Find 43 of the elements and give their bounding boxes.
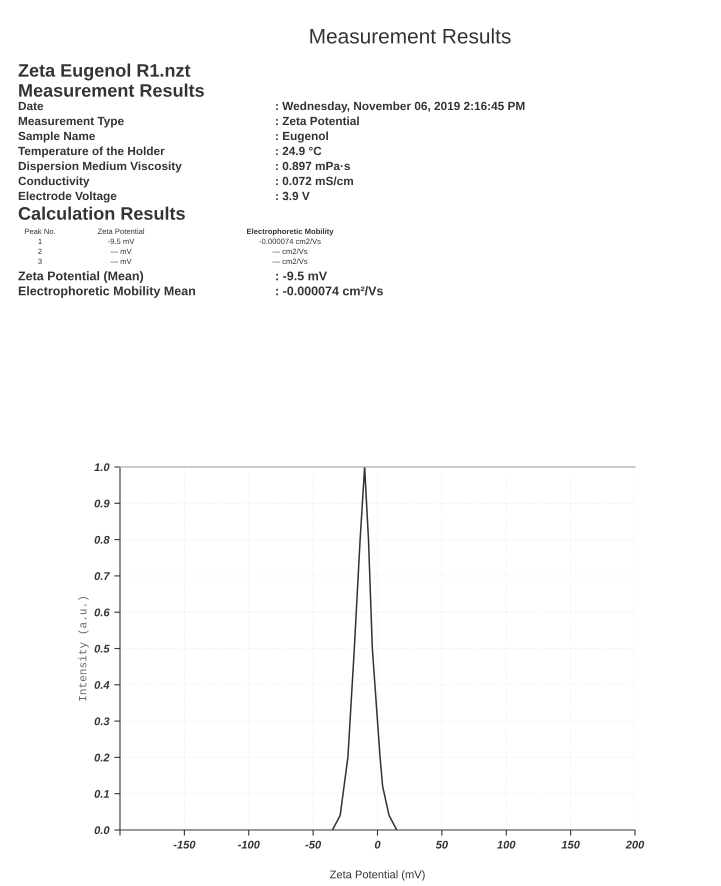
text: : 24.9 °C xyxy=(276,146,322,156)
text: Date xyxy=(18,102,44,110)
y-tick-label: 0.0 xyxy=(94,826,110,834)
x-tick-label: 0 xyxy=(374,840,380,849)
text: Measurement Type xyxy=(18,116,124,128)
text: : 0.897 mPa·s xyxy=(276,162,350,170)
x-tick-label: -150 xyxy=(174,840,196,849)
y-tick-label: 0.9 xyxy=(94,500,110,508)
text: : -0.000074 cm²/Vs xyxy=(276,286,383,296)
text: Measurement Results xyxy=(19,84,204,97)
x-tick-label: 50 xyxy=(436,840,448,849)
text: Sample Name xyxy=(18,132,96,143)
x-axis-title: Zeta Potential (mV) xyxy=(330,870,425,881)
x-tick-label: 200 xyxy=(626,840,644,849)
y-tick-label: 0.2 xyxy=(94,754,110,762)
y-axis-title: Intensity (a.u.) xyxy=(78,597,89,701)
text: Calculation Results xyxy=(18,206,185,220)
y-tick-label: 0.1 xyxy=(94,790,109,798)
x-tick-label: -50 xyxy=(305,840,322,849)
text: : Wednesday, November 06, 2019 2:16:45 PM xyxy=(276,102,524,113)
text: Temperature of the Holder xyxy=(18,146,165,158)
text: Electrophoretic Mobility Mean xyxy=(18,286,196,298)
text: : Zeta Potential xyxy=(276,116,359,126)
y-tick-label: 0.4 xyxy=(94,681,110,689)
text: Conductivity xyxy=(18,176,90,188)
text: : 3.9 V xyxy=(276,192,310,200)
text: Electrode Voltage xyxy=(18,191,116,203)
y-tick-label: 0.6 xyxy=(94,608,110,616)
text: Dispersion Medium Viscosity xyxy=(18,162,182,173)
y-tick-label: 0.3 xyxy=(94,717,110,726)
y-tick-label: 0.8 xyxy=(94,536,110,544)
chart-title: Measurement Results xyxy=(310,28,511,44)
text: : Eugenol xyxy=(276,131,328,143)
x-tick-label: -100 xyxy=(238,840,260,849)
y-tick-label: 0.7 xyxy=(94,572,110,580)
text: Zeta Eugenol R1.nzt xyxy=(18,64,190,80)
y-tick-label: 0.5 xyxy=(94,644,110,653)
x-tick-label: 100 xyxy=(497,840,516,849)
x-tick-label: 150 xyxy=(562,840,580,849)
text: : -9.5 mV xyxy=(276,272,328,280)
text: : 0.072 mS/cm xyxy=(276,176,354,186)
y-tick-label: 1.0 xyxy=(94,463,110,472)
text: Zeta Potential (Mean) xyxy=(18,271,144,283)
